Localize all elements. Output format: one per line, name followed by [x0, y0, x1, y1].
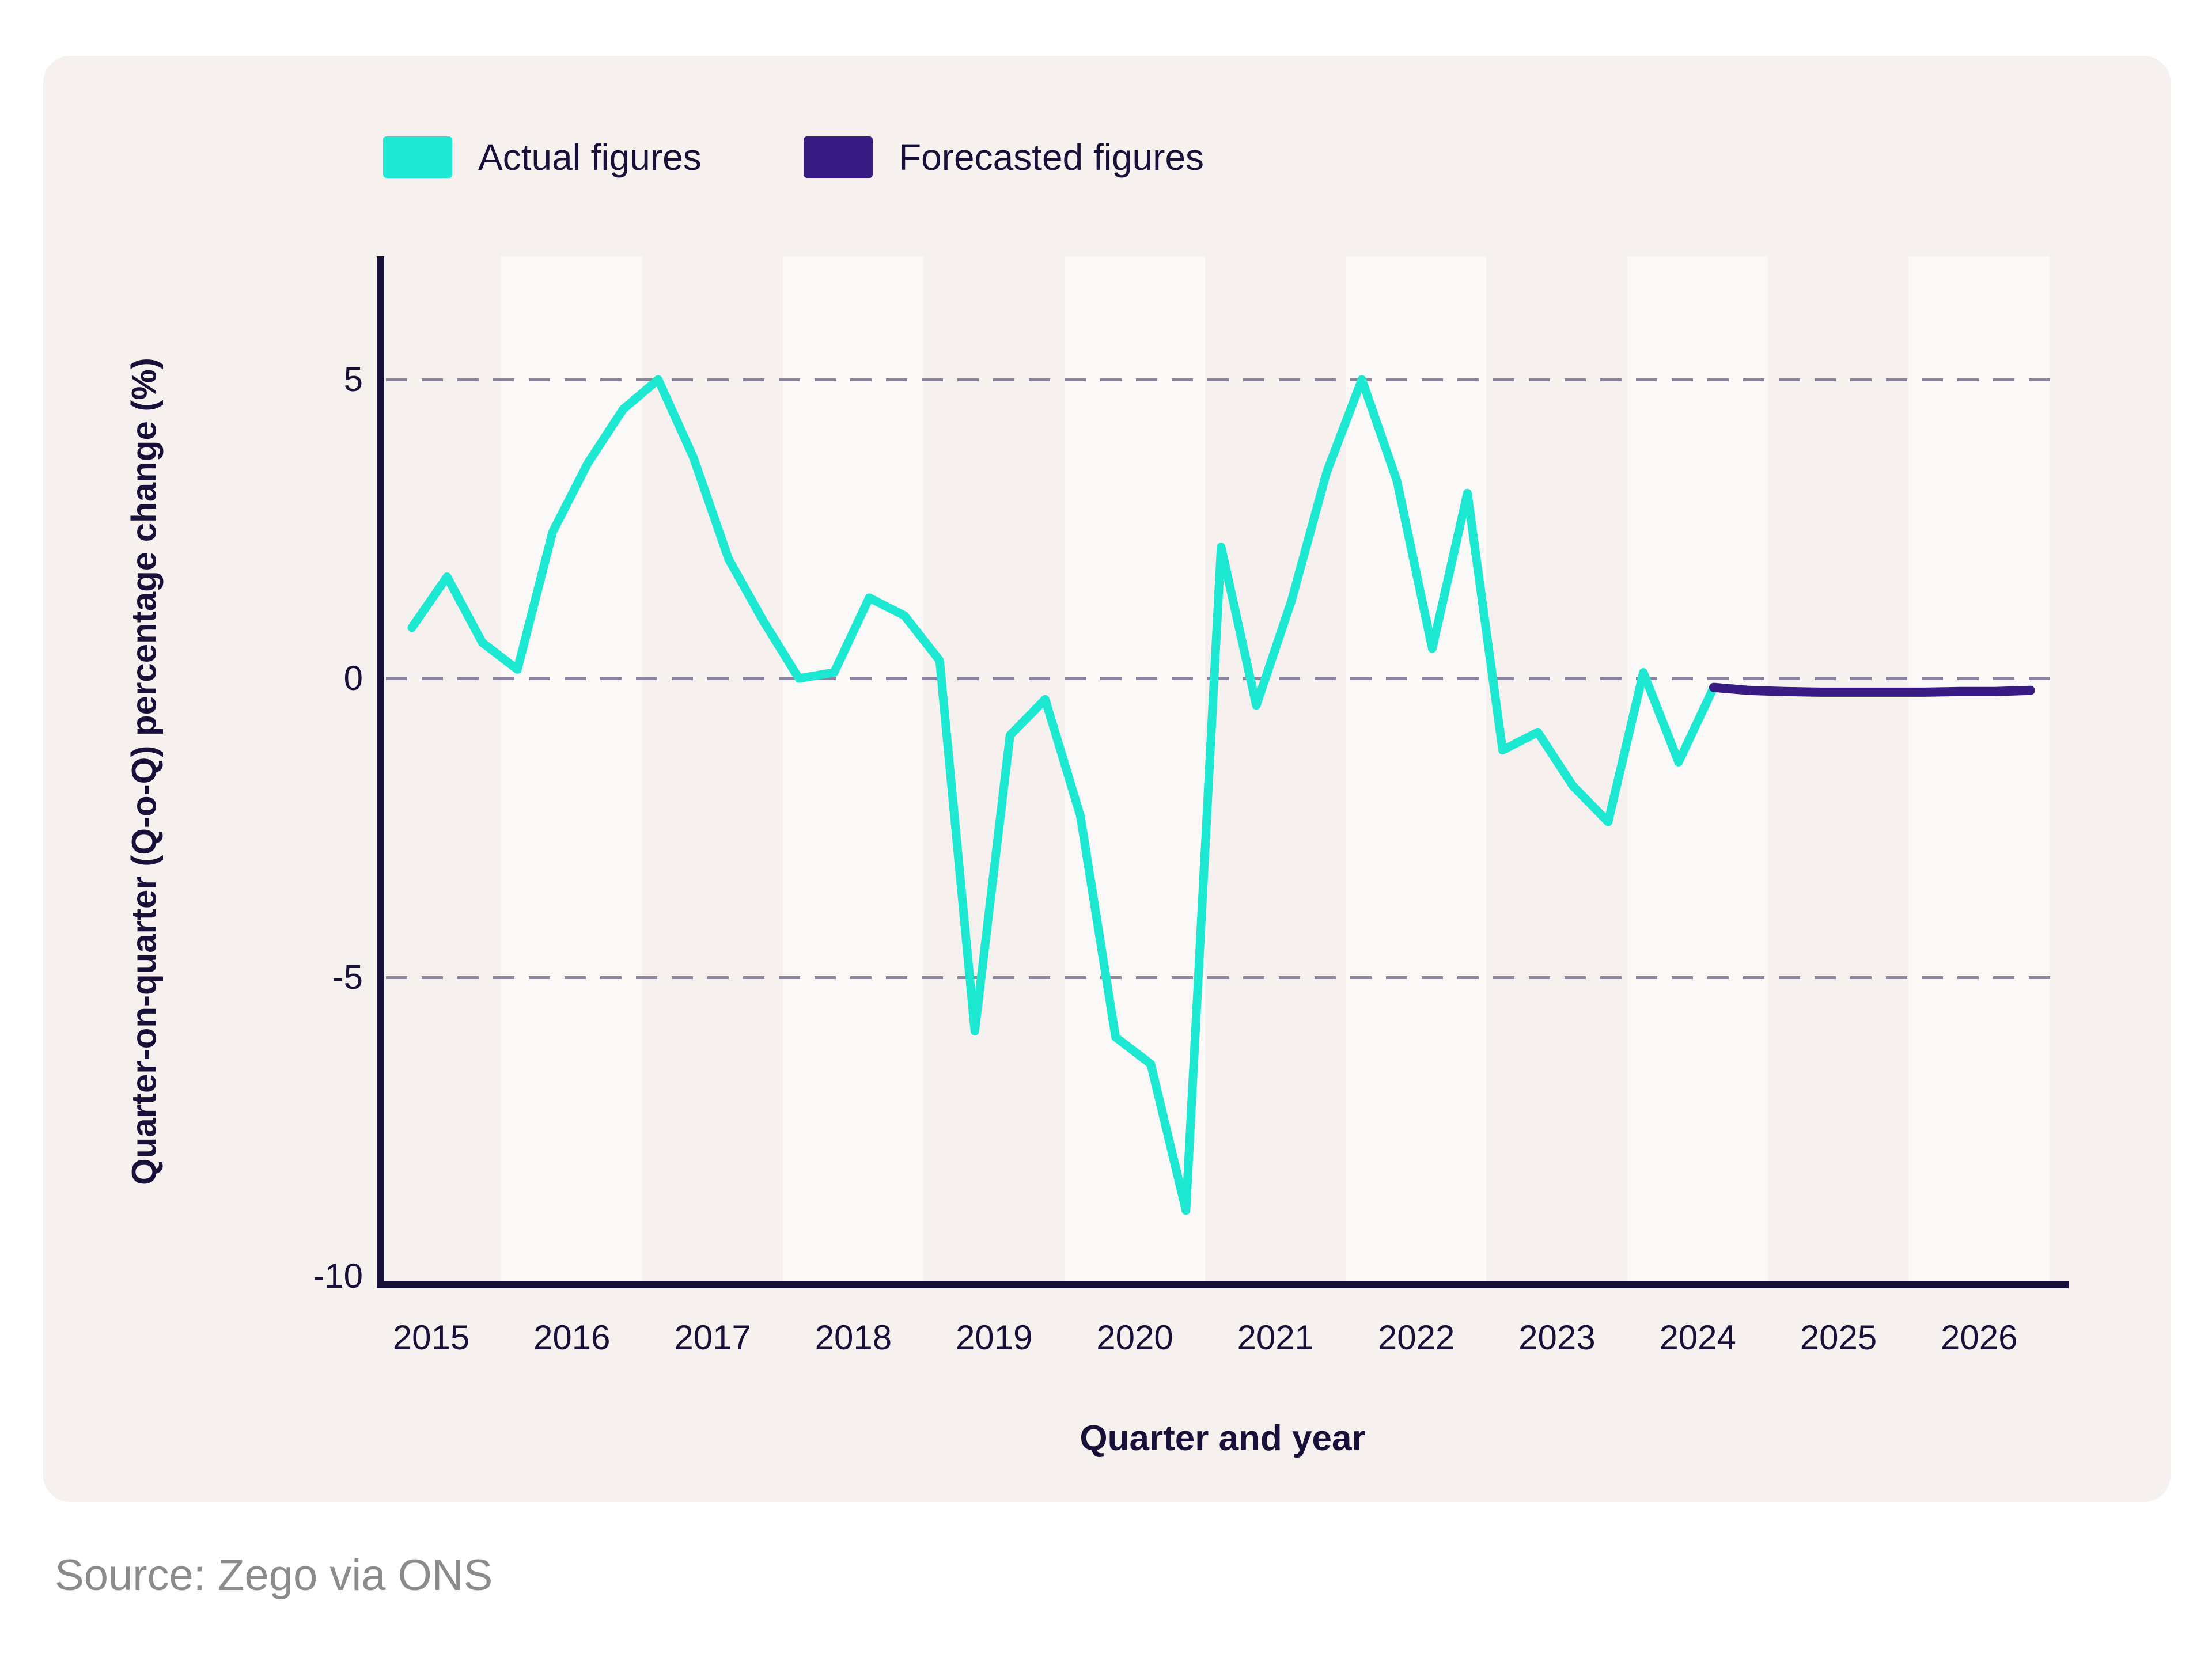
x-tick-label-2026: 2026 — [1941, 1318, 2018, 1357]
year-band-2026 — [1908, 256, 2050, 1281]
y-tick-label-5: 5 — [343, 360, 363, 399]
source-caption: Source: Zego via ONS — [55, 1551, 493, 1600]
y-tick-label-0: 0 — [343, 659, 363, 697]
y-tick-label--5: -5 — [332, 958, 363, 996]
x-axis-line — [377, 1281, 2069, 1288]
actual-figures-swatch — [383, 136, 452, 178]
forecasted-figures-label: Forecasted figures — [899, 136, 1205, 178]
x-tick-label-2020: 2020 — [1096, 1318, 1173, 1357]
year-band-2020 — [1064, 256, 1205, 1281]
x-tick-label-2015: 2015 — [392, 1318, 470, 1357]
x-tick-label-2022: 2022 — [1377, 1318, 1455, 1357]
x-tick-label-2018: 2018 — [815, 1318, 892, 1357]
x-tick-label-2025: 2025 — [1800, 1318, 1877, 1357]
x-tick-label-2019: 2019 — [955, 1318, 1033, 1357]
actual-figures-label: Actual figures — [478, 136, 702, 178]
year-band-2018 — [782, 256, 924, 1281]
x-tick-label-2024: 2024 — [1659, 1318, 1736, 1357]
year-band-2016 — [501, 256, 642, 1281]
year-band-2024 — [1627, 256, 1768, 1281]
x-axis-title: Quarter and year — [1080, 1418, 1366, 1458]
x-tick-label-2017: 2017 — [674, 1318, 751, 1357]
y-axis-title: Quarter-on-quarter (Q-o-Q) percentage ch… — [124, 358, 164, 1186]
gridline-0 — [386, 677, 2061, 680]
y-tick-label--10: -10 — [313, 1257, 363, 1295]
forecasted-figures-swatch — [804, 136, 873, 178]
x-tick-label-2021: 2021 — [1237, 1318, 1315, 1357]
gridline-5 — [386, 378, 2061, 381]
year-band-2022 — [1346, 256, 1487, 1281]
gridline--5 — [386, 976, 2061, 979]
x-tick-label-2016: 2016 — [533, 1318, 611, 1357]
x-tick-label-2023: 2023 — [1518, 1318, 1596, 1357]
y-axis-line — [377, 256, 384, 1288]
